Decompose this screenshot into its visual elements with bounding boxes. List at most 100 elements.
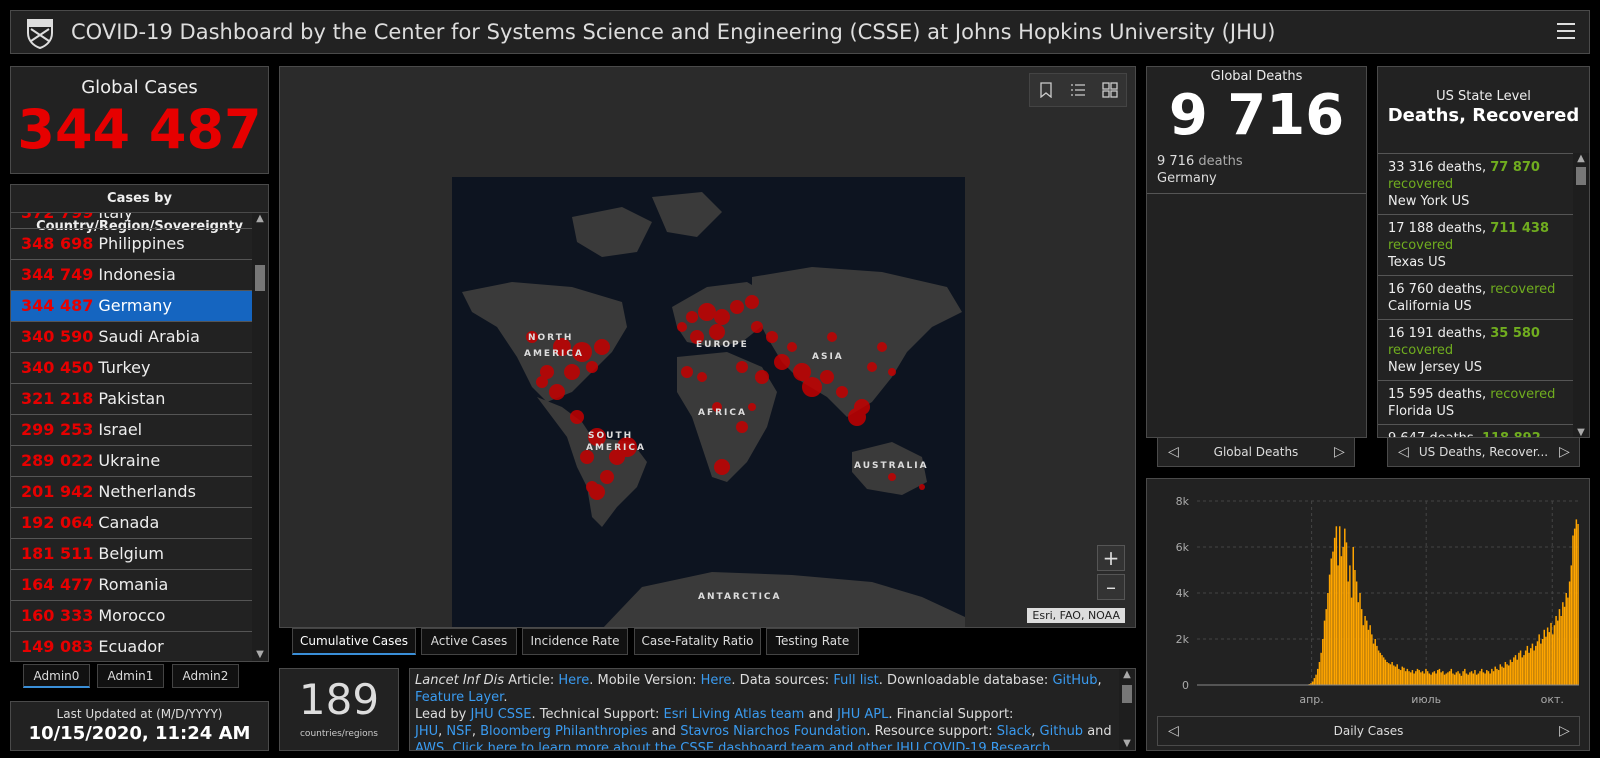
global-deaths-label: Global Deaths [1210,69,1303,84]
list-item[interactable]: 181 511 Belgium [11,539,252,570]
list-item[interactable]: 299 253 Israel [11,415,252,446]
zoom-out-button[interactable]: – [1097,574,1125,600]
feature-layer-link[interactable]: Feature Layer [415,690,504,705]
scrollbar-thumb[interactable] [1576,167,1586,185]
chevron-down-icon[interactable]: ▼ [1123,738,1131,749]
list-item[interactable]: 340 450 Turkey [11,353,252,384]
chevron-right-icon[interactable]: ▷ [1559,723,1570,739]
full-list-link[interactable]: Full list [833,673,879,688]
list-item[interactable]: 344 749 Indonesia [11,260,252,291]
chevron-right-icon[interactable]: ▷ [1334,444,1345,460]
esri-link[interactable]: Esri Living Atlas team [663,707,805,722]
list-item[interactable]: 372 799 Italy [11,213,252,229]
slack-link[interactable]: Slack [996,724,1032,739]
global-cases-panel: Global Cases 344 487 [10,66,269,174]
country-list-scrollbar[interactable]: ▲ ▼ [252,213,268,661]
list-item[interactable]: 9 647 deaths, 118 892recovered [1378,425,1575,437]
chart-bar [1563,606,1566,685]
tab-case-fatality-ratio[interactable]: Case-Fatality Ratio [634,628,761,655]
scrollbar-thumb[interactable] [255,265,265,291]
case-count: 344 487 [21,296,94,315]
pager-label: US Deaths, Recover... [1418,445,1549,459]
list-item[interactable]: 344 487 Germany [11,291,252,322]
tab-admin1[interactable]: Admin1 [97,664,164,688]
list-item[interactable]: 348 698 Philippines [11,229,252,260]
basemap-gallery-icon[interactable] [1094,74,1126,106]
chart-bar [1435,673,1437,685]
list-item[interactable]: 321 218 Pakistan [11,384,252,415]
map-view[interactable]: NORTH AMERICA EUROPE ASIA AFRICA SOUTH A… [279,66,1136,628]
legend-list-icon[interactable] [1062,74,1094,106]
chevron-up-icon[interactable]: ▲ [1577,153,1585,164]
jhu-apl-link[interactable]: JHU APL [837,707,889,722]
chart-bar [1464,668,1466,685]
jhu-shield-logo-icon [27,19,53,49]
scrollbar-thumb[interactable] [1122,685,1132,703]
tab-testing-rate[interactable]: Testing Rate [766,628,859,655]
world-map[interactable]: NORTH AMERICA EUROPE ASIA AFRICA SOUTH A… [452,177,965,627]
list-item[interactable]: 16 760 deaths, recovered California US [1378,276,1575,320]
list-item[interactable]: 17 188 deaths, 711 438 recovered Texas US [1378,215,1575,276]
us-list-scrollbar[interactable]: ▲ ▼ [1573,153,1589,438]
chart-bar [1480,668,1483,685]
chevron-left-icon[interactable]: ◁ [1398,444,1409,460]
chart-bar [1551,634,1554,685]
jhu-csse-link[interactable]: JHU CSSE [470,707,532,722]
chart-bar [1513,657,1515,685]
chevron-right-icon[interactable]: ▷ [1559,444,1570,460]
list-item[interactable]: 149 083 Ecuador [11,632,252,661]
chevron-up-icon[interactable]: ▲ [256,213,264,224]
chart-bar [1450,668,1453,685]
github2-link[interactable]: Github [1039,724,1084,739]
tab-admin2[interactable]: Admin2 [172,664,239,688]
hamburger-menu-icon[interactable] [1557,23,1575,41]
case-count: 201 942 [21,482,94,501]
list-item[interactable]: 164 477 Romania [11,570,252,601]
chevron-down-icon[interactable]: ▼ [1577,427,1585,438]
list-item[interactable]: 289 022 Ukraine [11,446,252,477]
case-count: 181 511 [21,544,94,563]
case-count: 340 590 [21,327,94,346]
state-name: California US [1388,299,1472,314]
mobile-version-link[interactable]: Here [700,673,732,688]
nsf-link[interactable]: NSF [446,724,472,739]
recovered-label: recovered [1388,177,1454,192]
tab-incidence-rate[interactable]: Incidence Rate [522,628,628,655]
list-item[interactable]: 192 064 Canada [11,508,252,539]
list-item[interactable]: 201 942 Netherlands [11,477,252,508]
bookmark-icon[interactable] [1030,74,1062,106]
aws-link[interactable]: AWS. Click here to learn more about the … [415,741,1051,751]
article-link[interactable]: Here [558,673,590,688]
stavros-link[interactable]: Stavros Niarchos Foundation [680,724,867,739]
case-count: 348 698 [21,234,94,253]
case-count: 164 477 [21,575,94,594]
chevron-down-icon[interactable]: ▼ [256,649,264,660]
github-link[interactable]: GitHub [1052,673,1098,688]
list-item[interactable]: 340 590 Saudi Arabia [11,322,252,353]
case-count: 321 218 [21,389,94,408]
list-item[interactable]: 15 595 deaths, recovered Florida US [1378,381,1575,425]
chart-bar [1540,643,1542,685]
info-scrollbar[interactable]: ▲ ▼ [1119,669,1135,750]
chevron-left-icon[interactable]: ◁ [1168,444,1179,460]
y-tick-label: 8k [1176,495,1190,508]
info-text: Lancet Inf Dis Article: Here. Mobile Ver… [415,672,1115,751]
tab-cumulative-cases[interactable]: Cumulative Cases [292,628,416,655]
zoom-in-button[interactable]: + [1097,545,1125,571]
tab-active-cases[interactable]: Active Cases [421,628,517,655]
map-label-antarctica: ANTARCTICA [698,592,782,602]
chevron-left-icon[interactable]: ◁ [1168,723,1179,739]
tab-admin0[interactable]: Admin0 [23,664,90,688]
us-state-list[interactable]: 33 316 deaths, 77 870 recovered New York U… [1378,153,1575,437]
chart-bar [1310,683,1312,685]
bloomberg-link[interactable]: Bloomberg Philanthropies [480,724,648,739]
list-item[interactable]: 9 716 deaths Germany [1147,153,1366,194]
chart-bar [1426,671,1429,685]
chevron-up-icon[interactable]: ▲ [1123,669,1131,680]
country-list-header: Cases by Country/Region/Sovereignty [11,185,268,234]
jhu-link[interactable]: JHU [415,724,439,739]
list-item[interactable]: 33 316 deaths, 77 870 recovered New York U… [1378,154,1575,215]
list-item[interactable]: 16 191 deaths, 35 580 recovered New Jersey… [1378,320,1575,381]
list-item[interactable]: 160 333 Morocco [11,601,252,632]
